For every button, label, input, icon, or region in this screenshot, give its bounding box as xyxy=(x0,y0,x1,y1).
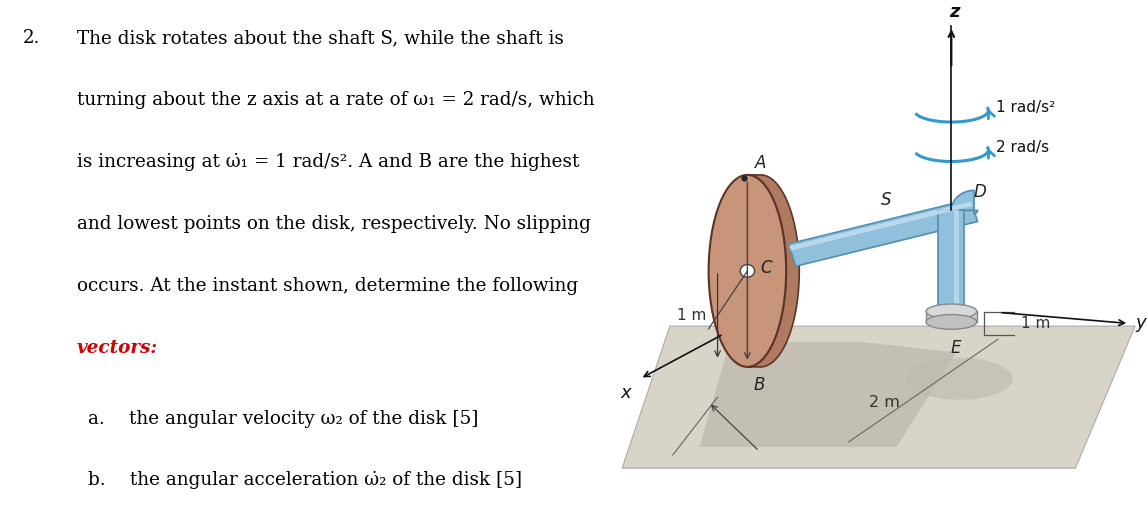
Text: C: C xyxy=(760,259,772,277)
Text: occurs. At the instant shown, determine the following: occurs. At the instant shown, determine … xyxy=(77,277,578,295)
Polygon shape xyxy=(748,175,799,367)
Ellipse shape xyxy=(926,304,977,319)
Text: A: A xyxy=(755,154,766,173)
Text: 1 m: 1 m xyxy=(1021,316,1051,331)
Text: turning about the z axis at a rate of ω₁ = 2 rad/s, which: turning about the z axis at a rate of ω₁… xyxy=(77,91,594,109)
Ellipse shape xyxy=(709,175,786,367)
Ellipse shape xyxy=(926,315,977,329)
Text: vectors:: vectors: xyxy=(77,339,158,357)
Text: 1 m: 1 m xyxy=(678,308,707,323)
Text: y: y xyxy=(1136,315,1146,332)
Ellipse shape xyxy=(905,358,1013,400)
Polygon shape xyxy=(622,326,1136,468)
Circle shape xyxy=(740,265,755,277)
Text: 1 rad/s²: 1 rad/s² xyxy=(996,100,1055,115)
Text: 2 rad/s: 2 rad/s xyxy=(996,140,1048,155)
Text: E: E xyxy=(951,339,961,357)
Polygon shape xyxy=(951,190,977,214)
Text: x: x xyxy=(621,384,631,402)
Polygon shape xyxy=(954,210,959,310)
Text: D: D xyxy=(974,183,986,201)
Text: is increasing at ω̇₁ = 1 rad/s². A and B are the highest: is increasing at ω̇₁ = 1 rad/s². A and B… xyxy=(77,153,579,171)
Text: 2.: 2. xyxy=(23,29,40,47)
Text: 2 m: 2 m xyxy=(869,395,900,410)
Text: a.  the angular velocity ω₂ of the disk [5]: a. the angular velocity ω₂ of the disk [… xyxy=(88,410,478,428)
Text: The disk rotates about the shaft S, while the shaft is: The disk rotates about the shaft S, whil… xyxy=(77,29,563,47)
Text: z: z xyxy=(949,3,960,21)
Text: B: B xyxy=(754,377,765,394)
Polygon shape xyxy=(700,342,957,447)
Polygon shape xyxy=(789,201,973,251)
Polygon shape xyxy=(926,311,977,322)
Text: and lowest points on the disk, respectively. No slipping: and lowest points on the disk, respectiv… xyxy=(77,215,591,233)
Text: S: S xyxy=(881,191,891,209)
Polygon shape xyxy=(938,210,965,310)
Polygon shape xyxy=(789,199,977,266)
Text: b.  the angular acceleration ω̇₂ of the disk [5]: b. the angular acceleration ω̇₂ of the d… xyxy=(88,471,522,489)
